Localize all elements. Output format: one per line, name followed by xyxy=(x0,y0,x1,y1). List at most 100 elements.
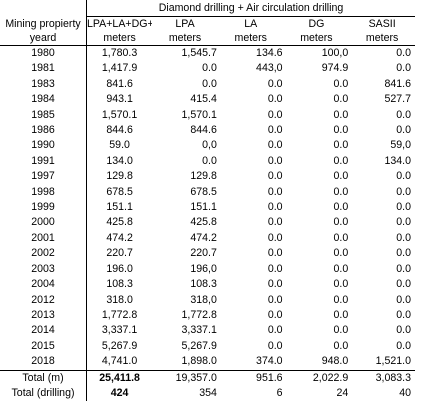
lpa-cell: 318,0 xyxy=(190,293,217,306)
dg-cell: 0.0 xyxy=(333,201,349,214)
dg-cell: 0.0 xyxy=(333,339,349,352)
la-cell: 0.0 xyxy=(267,339,283,352)
total-cell: 1,417.9 xyxy=(101,62,138,75)
lpa-cell: 196,0 xyxy=(190,262,217,275)
table-row: 1980 1,780.3 1,545.7 134.6 100,0 0.0 xyxy=(0,45,415,62)
total-cell: 151.1 xyxy=(106,201,133,214)
total-cell: 678.5 xyxy=(106,185,133,198)
lpa-cell: 129.8 xyxy=(190,170,217,183)
lpa-cell: 5,267.9 xyxy=(181,339,217,352)
lpa-cell: 474.2 xyxy=(190,231,217,244)
table-row: 2012 318.0 318,0 0.0 0.0 0.0 xyxy=(0,292,415,308)
lpa-cell: 220.7 xyxy=(190,247,217,260)
table-row: 1981 1,417.9 0.0 443,0 974.9 0.0 xyxy=(0,61,415,77)
year-cell: 1998 xyxy=(0,184,87,201)
total-cell: 318.0 xyxy=(106,293,133,306)
la-cell: 0.0 xyxy=(267,324,283,337)
year-cell: 1999 xyxy=(0,200,87,216)
year-cell: 1984 xyxy=(0,92,87,108)
unit-sasii: meters xyxy=(349,31,415,46)
year-cell: 1980 xyxy=(0,45,87,62)
dg-cell: 0.0 xyxy=(333,93,349,106)
table-row: 1983 841.6 0.0 0.0 0.0 841.6 xyxy=(0,76,415,93)
total-cell: 5,267.9 xyxy=(101,339,138,352)
year-cell: 2003 xyxy=(0,261,87,278)
lpa-cell: 108.3 xyxy=(190,278,217,291)
dg-cell: 948.0 xyxy=(321,355,349,368)
dg-cell: 0.0 xyxy=(333,278,349,291)
dg-cell: 0.0 xyxy=(333,124,349,137)
table-row: 2004 108.3 108.3 0.0 0.0 0.0 xyxy=(0,277,415,293)
year-cell: 1986 xyxy=(0,123,87,139)
sasii-cell: 3,083.3 xyxy=(349,369,415,386)
sasii-cell: 59,0 xyxy=(390,139,411,152)
la-cell: 0.0 xyxy=(267,108,283,121)
la-cell: 0.0 xyxy=(267,262,283,275)
la-cell: 0.0 xyxy=(267,278,283,291)
year-cell: 2012 xyxy=(0,292,87,308)
dg-cell: 0.0 xyxy=(333,139,349,152)
year-cell: 2002 xyxy=(0,246,87,262)
la-cell: 6 xyxy=(276,386,283,399)
la-cell: 0.0 xyxy=(267,139,283,152)
table-row: 2003 196.0 196,0 0.0 0.0 0.0 xyxy=(0,261,415,278)
la-cell: 0.0 xyxy=(267,216,283,229)
sasii-cell: 841.6 xyxy=(384,77,411,90)
total-cell: 3,337.1 xyxy=(101,324,138,337)
total-cell: 25,411.8 xyxy=(86,369,153,386)
la-cell: 0.0 xyxy=(267,93,283,106)
dg-cell: 24 xyxy=(336,386,349,399)
lpa-cell: 3,337.1 xyxy=(181,324,217,337)
header-row-names: Mining propierty LPA+LA+DG+SASII LPA LA … xyxy=(0,16,415,31)
la-cell: 0.0 xyxy=(267,124,283,137)
sasii-cell: 134.0 xyxy=(384,154,411,167)
lpa-cell: 151.1 xyxy=(190,201,217,214)
lpa-cell: 844.6 xyxy=(190,124,217,137)
col-header-lpa: LPA xyxy=(175,18,195,30)
la-cell: 0.0 xyxy=(267,308,283,321)
row-header-line2: yeard xyxy=(0,31,87,46)
sasii-cell: 40 xyxy=(399,386,411,399)
dg-cell: 0.0 xyxy=(333,247,349,260)
empty-corner-cell xyxy=(0,0,87,17)
sasii-cell: 1,521.0 xyxy=(375,355,411,368)
total-cell: 59.0 xyxy=(109,139,130,152)
table-row: 2018 4,741.0 1,898.0 374.0 948.0 1,521.0 xyxy=(0,354,415,371)
lpa-cell: 354 xyxy=(199,386,217,399)
unit-total: meters xyxy=(86,31,153,46)
sasii-cell: 0.0 xyxy=(396,185,411,198)
year-cell: 2013 xyxy=(0,307,87,324)
sasii-cell: 0.0 xyxy=(396,247,411,260)
lpa-cell: 415.4 xyxy=(190,93,217,106)
table-row: 1984 943.1 415.4 0.0 0.0 527.7 xyxy=(0,92,415,108)
lpa-cell: 0.0 xyxy=(202,154,217,167)
table-row: 2001 474.2 474.2 0.0 0.0 0.0 xyxy=(0,230,415,247)
super-header: Diamond drilling + Air circulation drill… xyxy=(86,0,415,17)
total-cell: 220.7 xyxy=(106,247,133,260)
total-cell: 1,772.8 xyxy=(101,308,138,321)
sasii-cell: 0.0 xyxy=(396,124,411,137)
dg-cell: 0.0 xyxy=(333,293,349,306)
year-cell: 1991 xyxy=(0,153,87,170)
lpa-cell: 1,545.7 xyxy=(181,47,217,59)
la-cell: 443,0 xyxy=(256,62,283,75)
la-cell: 0.0 xyxy=(267,185,283,198)
sasii-cell: 0.0 xyxy=(396,231,411,244)
total-drilling-row: Total (drilling) 424 354 6 24 40 xyxy=(0,385,415,402)
table-row: 1985 1,570.1 1,570.1 0.0 0.0 0.0 xyxy=(0,107,415,124)
total-cell: 108.3 xyxy=(106,278,133,291)
sasii-cell: 0.0 xyxy=(396,108,411,121)
dg-cell: 0.0 xyxy=(333,170,349,183)
col-header-sasii: SASII xyxy=(368,18,396,30)
unit-dg: meters xyxy=(283,31,350,46)
lpa-cell: 0.0 xyxy=(202,62,217,75)
year-cell: Total (drilling) xyxy=(0,385,87,402)
header-row-units: yeard meters meters meters meters meters xyxy=(0,31,415,46)
total-cell: 841.6 xyxy=(106,77,133,90)
la-cell: 0.0 xyxy=(267,293,283,306)
total-cell: 943.1 xyxy=(106,93,133,106)
year-cell: 1983 xyxy=(0,76,87,93)
total-cell: 425.8 xyxy=(106,216,133,229)
la-cell: 134.6 xyxy=(256,47,283,59)
